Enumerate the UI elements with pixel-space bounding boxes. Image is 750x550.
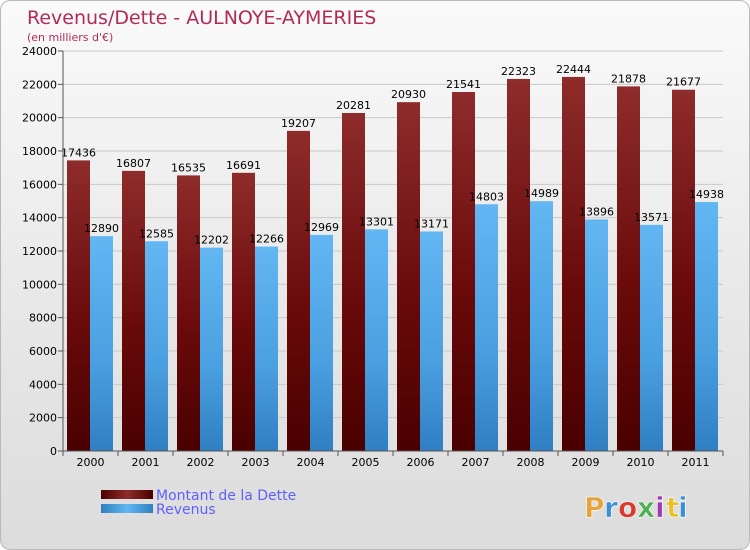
y-tick-label: 24000 [22,45,57,58]
bar-dette [617,86,640,451]
bar-dette [452,91,475,451]
data-label-dette: 21677 [666,76,701,89]
data-label-revenus: 14803 [469,190,504,203]
x-tick-label: 2011 [682,456,710,469]
bar-dette [177,175,200,451]
x-tick-label: 2000 [77,456,105,469]
logo-letter: i [678,491,688,524]
data-label-revenus: 12890 [84,222,119,235]
data-label-dette: 21878 [611,72,646,85]
bar-revenus [695,202,718,451]
data-label-dette: 20930 [391,88,426,101]
chart-title: Revenus/Dette - AULNOYE-AYMERIES [27,7,376,29]
logo-letter: o [618,491,637,524]
logo-letter: x [637,491,655,524]
y-tick-label: 6000 [29,345,57,358]
x-tick-label: 2008 [517,456,545,469]
bar-revenus [530,201,553,451]
x-tick-label: 2003 [242,456,270,469]
chart-subtitle: (en milliers d'€) [27,31,113,44]
logo-letter: t [666,491,679,524]
legend-label-revenus: Revenus [156,502,216,518]
data-label-dette: 16691 [226,159,261,172]
x-tick-label: 2001 [132,456,160,469]
y-tick-label: 22000 [22,78,57,91]
bar-revenus [200,247,223,451]
y-tick-label: 14000 [22,212,57,225]
x-tick-label: 2009 [572,456,600,469]
logo-letter: r [604,491,618,524]
data-label-revenus: 12969 [304,221,339,234]
data-label-dette: 16535 [171,161,206,174]
bar-revenus [310,234,333,451]
logo-letter: P [584,491,605,524]
bar-revenus [90,236,113,451]
data-label-revenus: 12585 [139,227,174,240]
bar-dette [287,130,310,451]
data-label-revenus: 12202 [194,234,229,247]
bar-revenus [145,241,168,451]
data-label-dette: 20281 [336,99,371,112]
y-tick-label: 0 [50,445,57,458]
data-label-revenus: 14938 [689,188,724,201]
y-tick-label: 20000 [22,112,57,125]
data-label-revenus: 13171 [414,217,449,230]
x-tick-label: 2010 [627,456,655,469]
data-label-dette: 17436 [61,146,96,159]
x-tick-label: 2007 [462,456,490,469]
bar-dette [397,102,420,452]
data-label-revenus: 13896 [579,205,614,218]
bar-revenus [420,231,443,451]
grid-lines [63,50,723,419]
y-tick-label: 16000 [22,178,57,191]
x-axis-ticks: 2000 2001 2002 2003 2004 2005 2006 2007 2008 2009… [62,451,724,469]
bar-dette [122,170,145,451]
bar-dette [232,172,255,452]
data-label-revenus: 13571 [634,211,669,224]
legend-swatch-dette [101,490,153,499]
data-label-dette: 19207 [281,117,316,130]
logo-letter: i [655,491,665,524]
bar-dette [342,112,365,451]
legend: Montant de la Dette Revenus [101,488,296,518]
bar-revenus [475,204,498,451]
y-tick-label: 10000 [22,278,57,291]
axes [62,51,723,452]
bars-group [67,76,718,452]
bar-dette [562,76,585,451]
data-label-dette: 22444 [556,63,591,76]
bar-revenus [365,229,388,451]
x-tick-label: 2005 [352,456,380,469]
bar-revenus [255,246,278,451]
data-label-dette: 21541 [446,78,481,91]
x-tick-label: 2002 [187,456,215,469]
legend-label-dette: Montant de la Dette [156,488,296,504]
data-labels: 17436 12890 16807 12585 16535 12202 16691 12266… [61,63,724,247]
bar-dette [67,160,90,451]
bar-dette [507,78,530,451]
data-label-revenus: 14989 [524,187,559,200]
y-tick-label: 4000 [29,378,57,391]
y-tick-label: 12000 [22,245,57,258]
data-label-revenus: 12266 [249,233,284,246]
y-tick-label: 8000 [29,312,57,325]
bar-dette [672,89,695,451]
bar-revenus [640,224,663,451]
y-axis-ticks: 0 2000 4000 6000 8000 10000 12000 14000 16000 180… [22,45,63,458]
data-label-dette: 16807 [116,157,151,170]
x-tick-label: 2006 [407,456,435,469]
data-label-revenus: 13301 [359,215,394,228]
data-label-dette: 22323 [501,65,536,78]
y-tick-label: 18000 [22,145,57,158]
bar-revenus [585,219,608,451]
legend-swatch-revenus [101,504,153,513]
x-tick-label: 2004 [297,456,325,469]
y-tick-label: 2000 [29,412,57,425]
